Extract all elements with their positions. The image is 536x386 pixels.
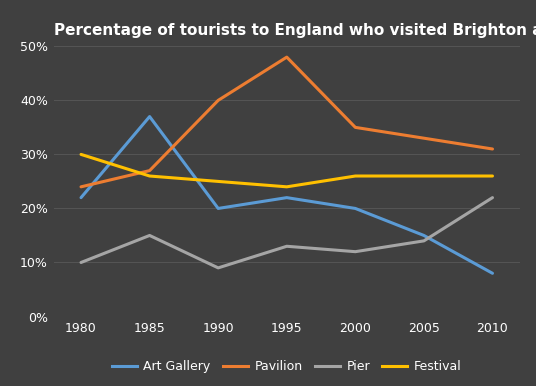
Legend: Art Gallery, Pavilion, Pier, Festival: Art Gallery, Pavilion, Pier, Festival <box>107 355 466 378</box>
Text: Percentage of tourists to England who visited Brighton attractions: Percentage of tourists to England who vi… <box>54 23 536 38</box>
